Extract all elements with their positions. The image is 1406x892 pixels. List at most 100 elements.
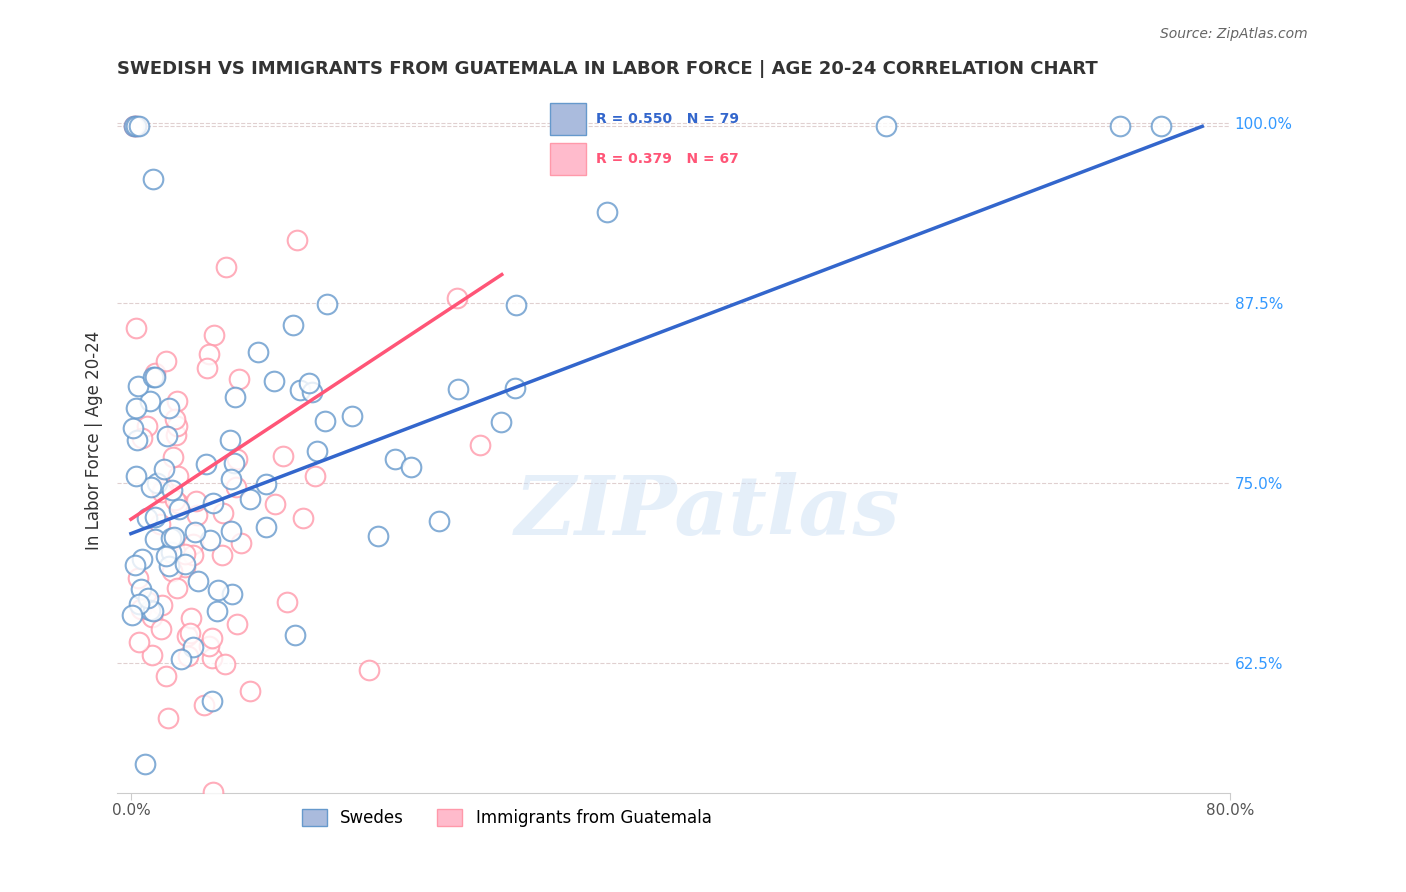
Swedes [1108, 120, 1130, 134]
Swedes [125, 401, 148, 415]
Swedes [156, 429, 179, 443]
Swedes [131, 552, 153, 566]
Swedes [505, 298, 527, 312]
Swedes [163, 530, 186, 544]
Immigrants from Guatemala [156, 711, 179, 725]
Swedes [125, 469, 148, 483]
Swedes [222, 456, 245, 470]
Immigrants from Guatemala [152, 482, 174, 496]
Immigrants from Guatemala [225, 480, 247, 494]
Immigrants from Guatemala [131, 431, 153, 445]
Immigrants from Guatemala [166, 419, 188, 434]
Swedes [201, 495, 224, 509]
Immigrants from Guatemala [128, 634, 150, 648]
Swedes [142, 604, 165, 618]
Swedes [263, 374, 285, 388]
Swedes [141, 480, 163, 494]
Swedes [187, 574, 209, 589]
Immigrants from Guatemala [231, 535, 253, 549]
Swedes [316, 297, 339, 311]
Swedes [384, 451, 406, 466]
Swedes [138, 603, 160, 617]
Immigrants from Guatemala [183, 548, 205, 562]
Swedes [146, 475, 169, 490]
Immigrants from Guatemala [264, 497, 287, 511]
Immigrants from Guatemala [357, 663, 380, 677]
Swedes [207, 582, 229, 597]
Swedes [283, 318, 305, 333]
Swedes [367, 529, 389, 543]
Immigrants from Guatemala [148, 517, 170, 532]
Swedes [128, 597, 150, 611]
Immigrants from Guatemala [150, 599, 173, 613]
Text: 80.0%: 80.0% [1205, 803, 1254, 818]
Swedes [129, 582, 152, 596]
Legend: Swedes, Immigrants from Guatemala: Swedes, Immigrants from Guatemala [295, 802, 718, 834]
Immigrants from Guatemala [165, 412, 187, 426]
Immigrants from Guatemala [136, 594, 159, 608]
Immigrants from Guatemala [160, 564, 183, 578]
Swedes [136, 511, 159, 525]
Swedes [138, 393, 160, 408]
Immigrants from Guatemala [141, 648, 163, 663]
Swedes [122, 420, 145, 434]
Immigrants from Guatemala [125, 120, 148, 134]
Text: SWEDISH VS IMMIGRANTS FROM GUATEMALA IN LABOR FORCE | AGE 20-24 CORRELATION CHAR: SWEDISH VS IMMIGRANTS FROM GUATEMALA IN … [117, 60, 1098, 78]
Immigrants from Guatemala [166, 581, 188, 595]
Swedes [122, 120, 145, 134]
Swedes [142, 171, 165, 186]
Swedes [127, 378, 149, 392]
Swedes [142, 369, 165, 384]
Immigrants from Guatemala [214, 657, 236, 671]
Swedes [134, 756, 156, 771]
Swedes [427, 515, 450, 529]
Swedes [596, 205, 619, 219]
Immigrants from Guatemala [176, 629, 198, 643]
Swedes [170, 651, 193, 665]
Y-axis label: In Labor Force | Age 20-24: In Labor Force | Age 20-24 [86, 330, 103, 549]
Immigrants from Guatemala [127, 570, 149, 584]
Immigrants from Guatemala [195, 360, 218, 375]
Swedes [143, 370, 166, 384]
Swedes [169, 502, 191, 516]
Immigrants from Guatemala [165, 493, 187, 508]
Immigrants from Guatemala [202, 328, 225, 343]
Swedes [219, 472, 242, 486]
Immigrants from Guatemala [177, 649, 200, 664]
Immigrants from Guatemala [155, 354, 177, 368]
Immigrants from Guatemala [211, 549, 233, 563]
Swedes [143, 510, 166, 524]
Immigrants from Guatemala [149, 623, 172, 637]
Swedes [153, 461, 176, 475]
Swedes [157, 401, 180, 415]
Immigrants from Guatemala [304, 469, 326, 483]
Immigrants from Guatemala [143, 366, 166, 380]
Immigrants from Guatemala [276, 595, 298, 609]
Text: ZIPatlas: ZIPatlas [515, 472, 900, 552]
Immigrants from Guatemala [193, 698, 215, 712]
Swedes [127, 433, 149, 447]
Immigrants from Guatemala [180, 611, 202, 625]
Text: Source: ZipAtlas.com: Source: ZipAtlas.com [1160, 27, 1308, 41]
Swedes [160, 531, 183, 545]
Swedes [124, 558, 146, 572]
Swedes [314, 414, 336, 428]
Swedes [181, 640, 204, 654]
Immigrants from Guatemala [202, 785, 225, 799]
Immigrants from Guatemala [201, 632, 224, 646]
Immigrants from Guatemala [197, 347, 219, 361]
Immigrants from Guatemala [162, 450, 184, 464]
Swedes [254, 519, 277, 533]
Swedes [224, 390, 246, 404]
Immigrants from Guatemala [291, 510, 314, 524]
Swedes [288, 383, 311, 397]
Swedes [160, 483, 183, 497]
Immigrants from Guatemala [155, 669, 177, 683]
Immigrants from Guatemala [166, 394, 188, 409]
Immigrants from Guatemala [239, 684, 262, 698]
Swedes [125, 120, 148, 134]
Immigrants from Guatemala [174, 548, 197, 562]
Swedes [136, 591, 159, 606]
Swedes [254, 477, 277, 491]
Swedes [121, 607, 143, 622]
